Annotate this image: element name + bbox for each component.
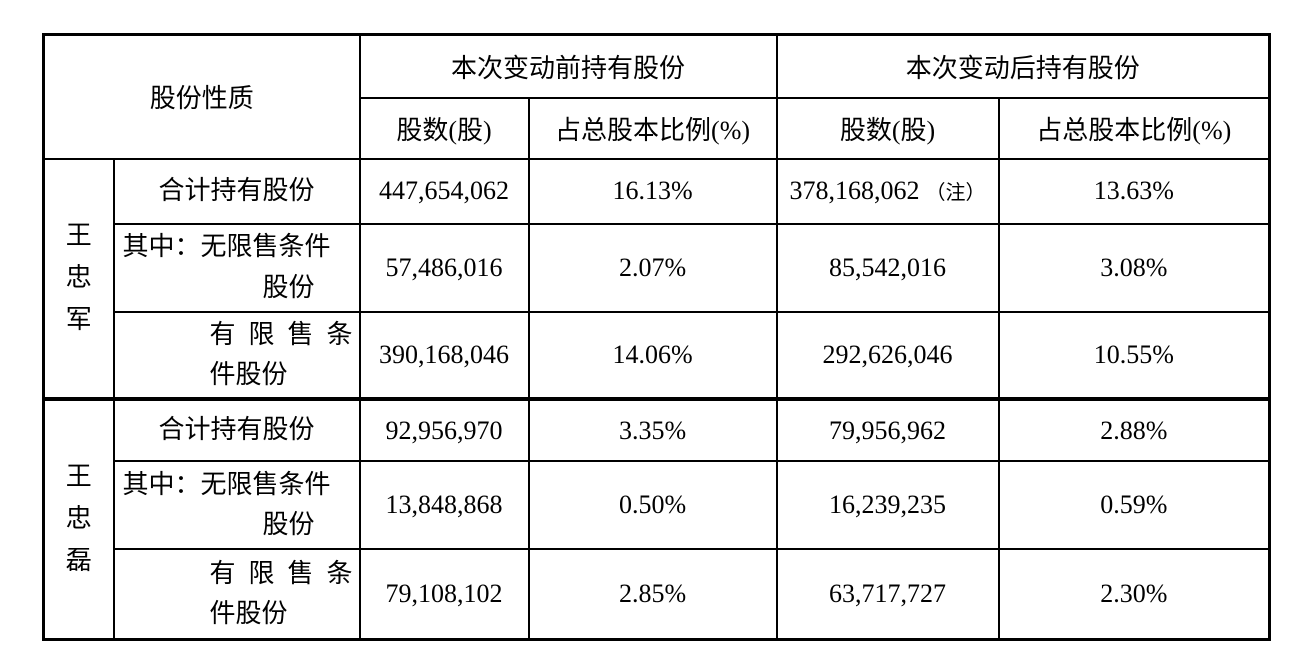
header-row-subcolumns: 股数(股) 占总股本比例(%) 股数(股) 占总股本比例(%)	[44, 96, 1271, 160]
cell-before-pct: 2.85%	[527, 548, 778, 641]
label-line1: 有 限 售 条	[209, 319, 353, 349]
cell-before-pct: 3.35%	[527, 397, 778, 463]
header-before-change: 本次变动前持有股份	[358, 33, 778, 99]
table-row: 有 限 售 条件股份 390,168,046 14.06% 292,626,04…	[44, 310, 1271, 401]
cell-before-pct: 0.50%	[527, 460, 778, 551]
cell-before-shares: 13,848,868	[358, 460, 530, 551]
label-line2: 股份	[262, 510, 315, 540]
cell-after-shares: 378,168,062 （注）	[775, 157, 1000, 225]
row-label-restricted: 有 限 售 条件股份	[112, 310, 361, 401]
cell-after-shares: 85,542,016	[775, 222, 1000, 313]
cell-before-shares: 92,956,970	[358, 397, 530, 463]
after-shares-value: 378,168,062	[789, 176, 920, 205]
header-before-pct: 占总股本比例(%)	[527, 96, 778, 160]
header-after-shares: 股数(股)	[775, 96, 1000, 160]
label-line1: 其中：无限售条件	[122, 232, 331, 262]
table-row: 其中：无限售条件 股份 13,848,868 0.50% 16,239,235 …	[44, 460, 1271, 551]
cell-after-shares: 292,626,046	[775, 310, 1000, 401]
label-line2: 件股份	[209, 598, 288, 628]
cell-before-pct: 16.13%	[527, 157, 778, 225]
cell-before-shares: 390,168,046	[358, 310, 530, 401]
cell-before-pct: 2.07%	[527, 222, 778, 313]
header-before-shares: 股数(股)	[358, 96, 530, 160]
table-row: 有 限 售 条件股份 79,108,102 2.85% 63,717,727 2…	[44, 548, 1271, 641]
cell-after-pct: 2.88%	[997, 397, 1271, 463]
cell-before-pct: 14.06%	[527, 310, 778, 401]
note-annotation: （注）	[925, 182, 986, 204]
cell-after-pct: 0.59%	[997, 460, 1271, 551]
label-block: 有 限 售 条件股份	[210, 554, 353, 635]
cell-before-shares: 447,654,062	[358, 157, 530, 225]
header-after-pct: 占总股本比例(%)	[997, 96, 1271, 160]
label-line2: 件股份	[209, 359, 288, 389]
row-label-unrestricted: 其中：无限售条件 股份	[112, 460, 361, 551]
holder-name-wang-zhongjun: 王忠军	[42, 157, 115, 401]
holdings-table: 股份性质 本次变动前持有股份 本次变动后持有股份 股数(股) 占总股本比例(%)…	[42, 33, 1272, 641]
table-row: 王忠磊 合计持有股份 92,956,970 3.35% 79,956,962 2…	[42, 397, 1271, 641]
label-line1: 有 限 售 条	[209, 558, 353, 588]
row-label-total: 合计持有股份	[112, 157, 361, 225]
row-label-total: 合计持有股份	[112, 397, 361, 463]
table-row: 其中：无限售条件 股份 57,486,016 2.07% 85,542,016 …	[44, 222, 1271, 313]
cell-after-shares: 79,956,962	[775, 397, 1000, 463]
header-row-groups: 股份性质 本次变动前持有股份 本次变动后持有股份	[42, 33, 1271, 160]
cell-after-pct: 10.55%	[997, 310, 1271, 401]
table-row: 王忠军 合计持有股份 447,654,062 16.13% 378,168,06…	[42, 157, 1271, 401]
label-block: 有 限 售 条件股份	[210, 315, 353, 396]
cell-after-pct: 2.30%	[997, 548, 1271, 641]
label-line2: 股份	[262, 272, 315, 302]
row-label-unrestricted: 其中：无限售条件 股份	[112, 222, 361, 313]
label-line1: 其中：无限售条件	[122, 469, 331, 499]
cell-after-pct: 3.08%	[997, 222, 1271, 313]
cell-after-shares: 63,717,727	[775, 548, 1000, 641]
cell-before-shares: 79,108,102	[358, 548, 530, 641]
cell-after-pct: 13.63%	[997, 157, 1271, 225]
cell-after-shares: 16,239,235	[775, 460, 1000, 551]
cell-before-shares: 57,486,016	[358, 222, 530, 313]
header-share-nature: 股份性质	[42, 33, 361, 160]
holder-name-wang-zhonglei: 王忠磊	[42, 397, 115, 641]
row-label-restricted: 有 限 售 条件股份	[112, 548, 361, 641]
header-after-change: 本次变动后持有股份	[775, 33, 1271, 99]
